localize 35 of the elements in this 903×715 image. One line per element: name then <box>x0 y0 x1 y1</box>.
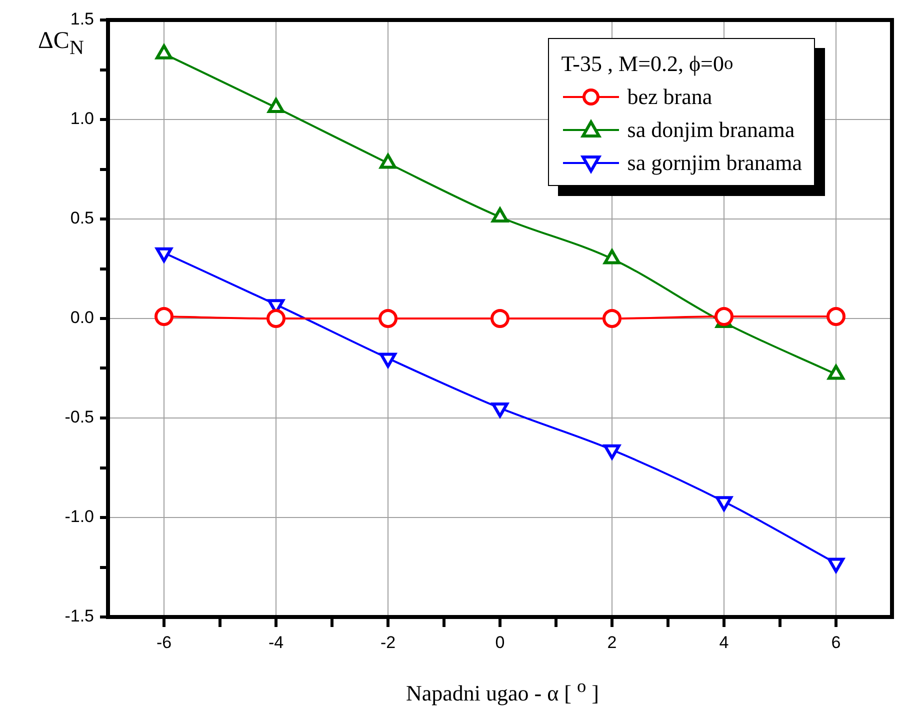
x-tick-label: 6 <box>831 632 841 652</box>
y-tick-label: -1.5 <box>64 606 94 626</box>
point <box>266 309 286 328</box>
point <box>268 98 284 114</box>
point <box>714 307 734 326</box>
x-tick-label: -4 <box>268 632 284 652</box>
point <box>380 352 396 368</box>
y-axis-title: ΔC$_{N}$ <box>38 28 84 60</box>
point <box>492 208 508 223</box>
point <box>492 402 508 418</box>
legend-label: sa donjim branama <box>627 116 795 142</box>
y-tick-label: -1.0 <box>64 507 94 526</box>
x-axis-title: Napadni ugao - α [ $^{o}$ ] <box>405 676 600 706</box>
point <box>826 307 846 326</box>
y-tick-label: 1.0 <box>70 109 94 128</box>
y-tick-label: 0.5 <box>70 208 94 228</box>
x-tick-label: 0 <box>495 632 505 652</box>
point <box>380 154 396 169</box>
x-tick-label: -2 <box>380 632 396 652</box>
point <box>154 307 174 326</box>
x-tick-label: -6 <box>156 632 172 652</box>
y-tick-label: 1.5 <box>70 10 94 29</box>
point <box>602 309 622 328</box>
point <box>156 44 172 60</box>
point <box>490 309 510 328</box>
x-tick-label: 2 <box>607 632 617 652</box>
y-tick-label: -0.5 <box>64 408 94 427</box>
legend-label: bez brana <box>627 84 712 110</box>
point <box>828 558 844 573</box>
legend-label: sa gornjim branama <box>627 150 802 176</box>
point <box>378 309 398 328</box>
x-tick-label: 4 <box>719 632 729 652</box>
point <box>716 496 732 512</box>
y-tick-label: 0.0 <box>70 308 94 328</box>
point <box>604 444 620 460</box>
